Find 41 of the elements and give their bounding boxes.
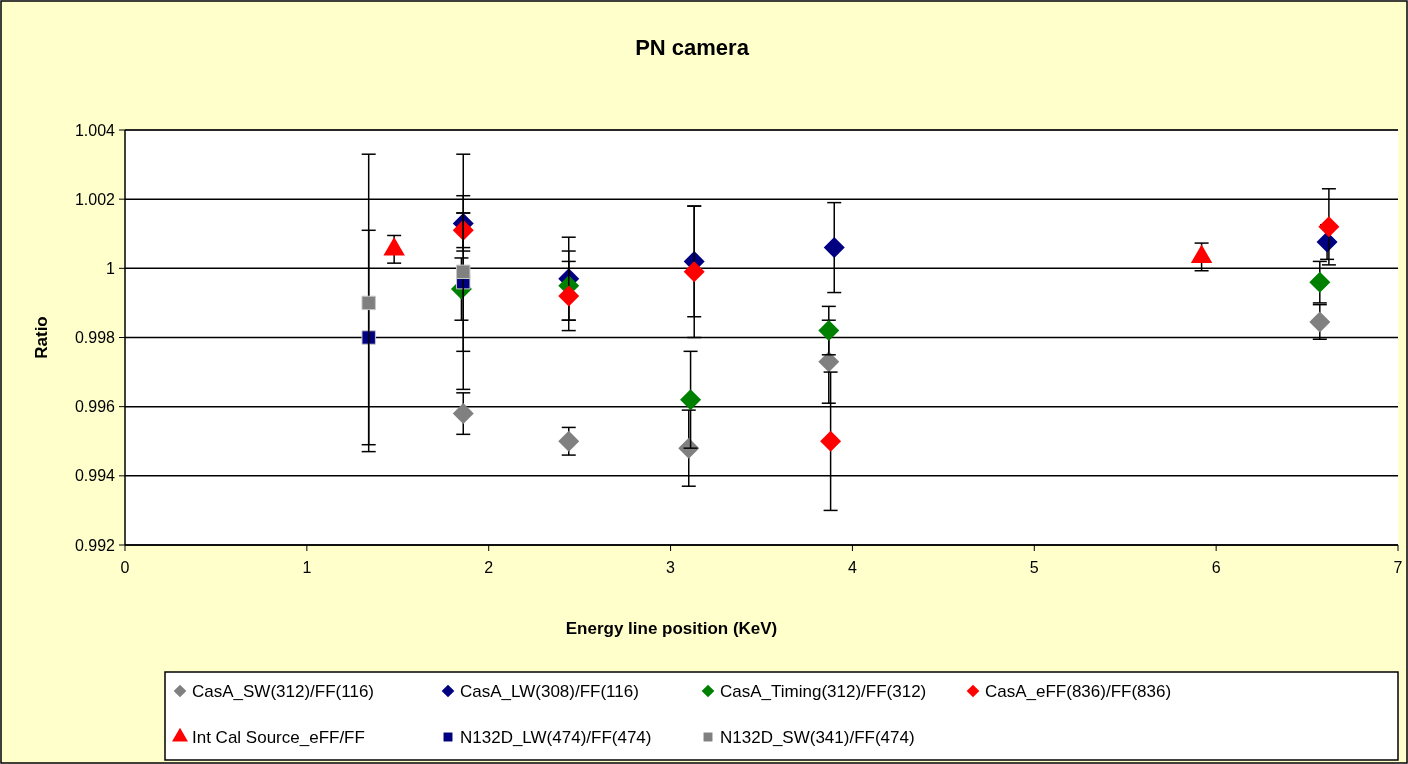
x-tick-label: 1 bbox=[302, 559, 312, 576]
x-tick-label: 6 bbox=[1211, 559, 1221, 576]
point bbox=[680, 389, 702, 411]
point bbox=[452, 403, 474, 425]
y-tick-label: 0.998 bbox=[74, 329, 116, 347]
point bbox=[361, 295, 376, 311]
y-axis-title: Ratio bbox=[32, 316, 51, 359]
y-tick-label: 0.994 bbox=[74, 467, 116, 485]
legend-label: N132D_LW(474)/FF(474) bbox=[460, 727, 652, 747]
point bbox=[823, 237, 845, 259]
point bbox=[683, 261, 705, 283]
legend-label: N132D_SW(341)/FF(474) bbox=[720, 727, 915, 747]
chart-title: PN camera bbox=[635, 35, 750, 60]
legend-label: CasA_Timing(312)/FF(312) bbox=[720, 681, 927, 701]
x-tick-label: 7 bbox=[1393, 559, 1403, 576]
point bbox=[1318, 216, 1340, 238]
point bbox=[818, 351, 840, 373]
y-tick-label: 0.992 bbox=[74, 536, 116, 554]
x-tick-label: 4 bbox=[847, 559, 857, 576]
point bbox=[452, 219, 474, 241]
legend-label: Int Cal Source_eFF/FF bbox=[192, 727, 365, 747]
point bbox=[1309, 271, 1331, 293]
point bbox=[1309, 311, 1331, 333]
x-tick-label: 0 bbox=[120, 559, 130, 576]
point bbox=[361, 330, 376, 345]
legend-label: CasA_eFF(836)/FF(836) bbox=[985, 681, 1172, 701]
point bbox=[558, 285, 580, 307]
point bbox=[818, 320, 840, 342]
point bbox=[558, 430, 580, 452]
x-tick-label: 3 bbox=[666, 559, 676, 576]
legend-label: CasA_LW(308)/FF(116) bbox=[460, 681, 639, 701]
y-tick-label: 1 bbox=[106, 259, 116, 277]
point bbox=[456, 264, 471, 279]
x-axis-title: Energy line position (KeV) bbox=[565, 619, 778, 638]
legend-label: CasA_SW(312)/FF(116) bbox=[192, 681, 375, 701]
y-tick-label: 1.002 bbox=[74, 190, 116, 208]
y-tick-label: 0.996 bbox=[74, 398, 116, 416]
x-tick-label: 2 bbox=[484, 559, 494, 576]
point bbox=[820, 430, 842, 452]
x-tick-label: 5 bbox=[1029, 559, 1039, 576]
y-tick-label: 1.004 bbox=[74, 121, 116, 139]
